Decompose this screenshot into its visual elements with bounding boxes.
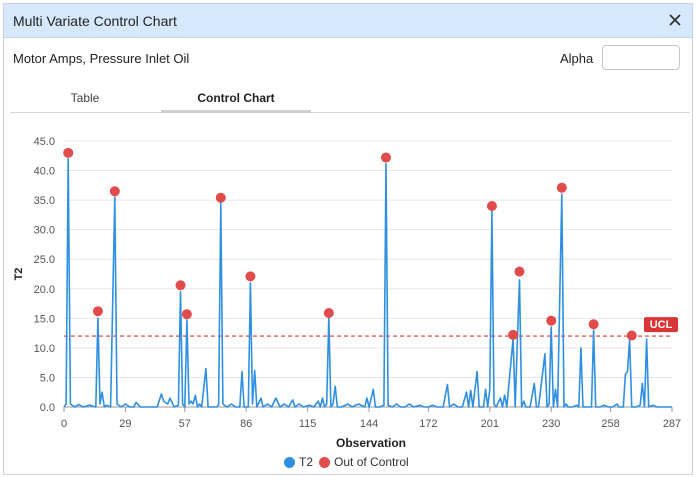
out-of-control-point xyxy=(556,182,567,193)
out-of-control-point xyxy=(323,308,334,319)
x-axis-title: Observation xyxy=(336,436,406,450)
x-tick-label: 29 xyxy=(119,418,131,430)
y-tick-label: 5.0 xyxy=(40,372,55,384)
legend-label-t2: T2 xyxy=(299,455,314,469)
x-tick-label: 0 xyxy=(61,418,67,430)
tab-table[interactable]: Table xyxy=(70,91,100,105)
ucl-label: UCL xyxy=(644,317,678,333)
legend-marker-out-of-control xyxy=(319,456,331,468)
x-tick-label: 115 xyxy=(299,418,317,430)
out-of-control-point xyxy=(588,319,599,330)
title-bar: Multi Variate Control Chart xyxy=(4,4,692,38)
x-tick-label: 86 xyxy=(240,418,252,430)
x-tick-label: 144 xyxy=(360,418,378,430)
control-chart-dialog: Multi Variate Control Chart Motor Amps, … xyxy=(3,3,693,475)
x-tick-label: 287 xyxy=(663,418,681,430)
y-tick-label: 30.0 xyxy=(34,225,55,237)
y-tick-label: 25.0 xyxy=(34,254,55,266)
tab-bar: Table Control Chart xyxy=(10,84,690,113)
x-tick-label: 172 xyxy=(419,418,437,430)
y-tick-label: 20.0 xyxy=(34,284,55,296)
y-tick-label: 10.0 xyxy=(34,343,55,355)
out-of-control-point xyxy=(626,330,637,341)
y-tick-label: 0.0 xyxy=(40,402,55,414)
chart-legend: T2 Out of Control xyxy=(284,455,415,469)
ucl-label-bg xyxy=(644,317,678,333)
legend-item-out-of-control[interactable]: Out of Control xyxy=(319,455,409,469)
y-tick-label: 40.0 xyxy=(34,166,55,178)
out-of-control-point xyxy=(215,192,226,203)
out-of-control-point xyxy=(63,147,74,158)
alpha-input[interactable] xyxy=(602,45,680,70)
legend-marker-t2 xyxy=(284,456,295,468)
alpha-label: Alpha xyxy=(560,51,594,66)
y-tick-label: 15.0 xyxy=(34,313,55,325)
x-tick-label: 57 xyxy=(179,418,191,430)
tab-control-chart[interactable]: Control Chart xyxy=(161,84,311,113)
out-of-control-point xyxy=(181,309,192,320)
out-of-control-point xyxy=(381,152,392,163)
out-of-control-point xyxy=(245,271,256,282)
variables-label: Motor Amps, Pressure Inlet Oil xyxy=(13,51,190,66)
legend-item-t2[interactable]: T2 xyxy=(284,455,313,469)
x-tick-label: 230 xyxy=(542,418,560,430)
out-of-control-point xyxy=(514,266,525,277)
series-line-t2 xyxy=(63,157,672,408)
out-of-control-point xyxy=(508,329,519,340)
out-of-control-point xyxy=(486,201,497,212)
out-of-control-point xyxy=(175,280,186,291)
out-of-control-point xyxy=(92,306,103,317)
y-axis-title: T2 xyxy=(13,268,25,281)
close-icon[interactable] xyxy=(666,11,684,29)
out-of-control-point xyxy=(546,315,557,326)
y-tick-label: 45.0 xyxy=(34,136,55,148)
y-tick-label: 35.0 xyxy=(34,195,55,207)
legend-label-out-of-control: Out of Control xyxy=(334,455,409,469)
out-of-control-point xyxy=(109,186,120,197)
ucl-label-text: UCL xyxy=(650,319,673,331)
dialog-title: Multi Variate Control Chart xyxy=(13,13,177,29)
x-tick-label: 201 xyxy=(481,418,499,430)
x-tick-label: 258 xyxy=(601,418,619,430)
